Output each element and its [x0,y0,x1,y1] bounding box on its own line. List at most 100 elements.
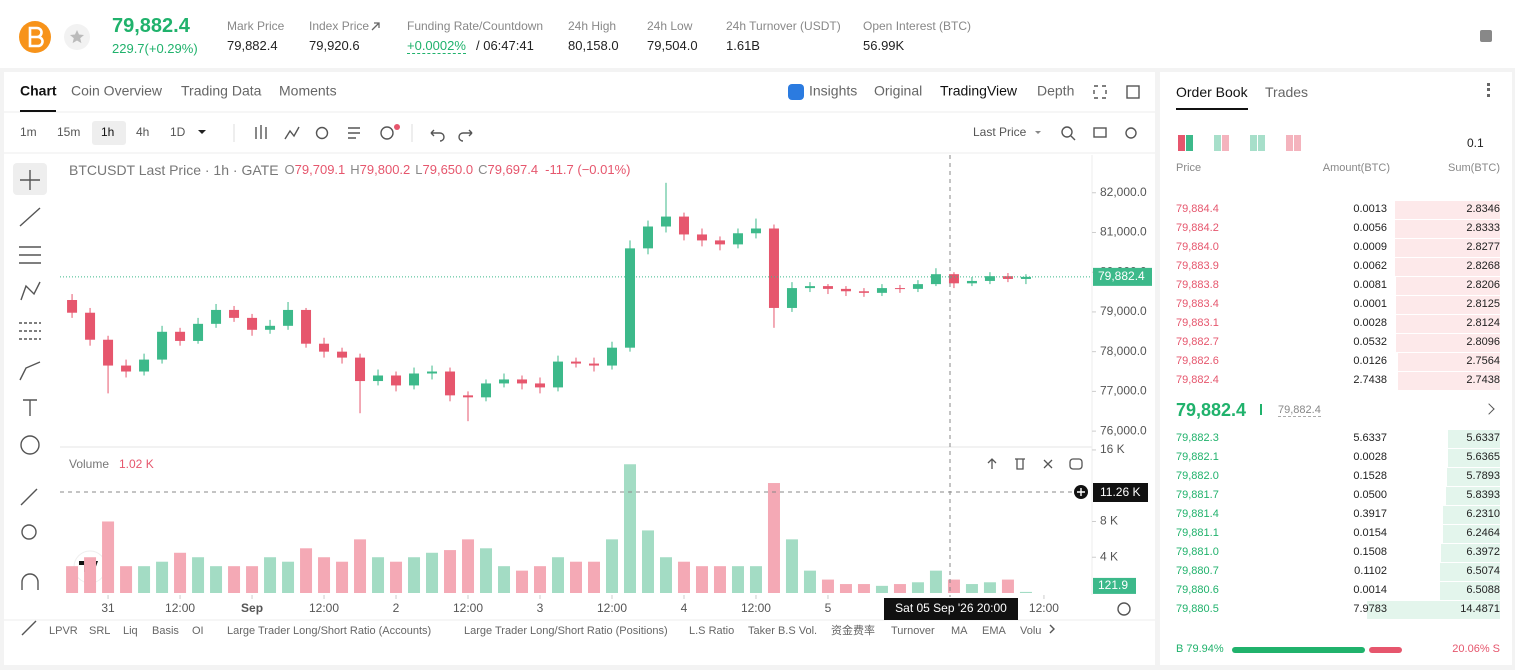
toolbar-icons[interactable] [255,125,1137,142]
ob-price[interactable]: 79,882.0 [1176,470,1219,482]
ob-view-icon[interactable] [1286,135,1293,151]
indicator-button[interactable]: EMA [982,625,1007,637]
interval[interactable]: 1h [101,125,114,139]
ob-menu[interactable] [1487,83,1494,97]
ob-price[interactable]: 79,880.6 [1176,584,1219,596]
indicator-button[interactable]: Turnover [891,625,935,637]
window-icon[interactable] [1126,85,1140,99]
volume-title: Volume [69,457,109,471]
candle-body [463,395,474,398]
candle-body [660,216,671,227]
chart-tab[interactable]: Trading Data [181,83,262,99]
view-tab[interactable]: Original [874,83,922,99]
indicator-button[interactable]: MA [951,625,968,637]
ob-tab[interactable]: Order Book [1176,84,1248,110]
depth-bar [1398,372,1500,390]
dropdown-arrow [198,130,206,134]
view-tab[interactable]: Depth [1037,83,1074,99]
depth-bar [1446,487,1500,505]
depth-bar [1446,468,1500,486]
ob-price[interactable]: 79,883.8 [1176,279,1219,291]
ob-price[interactable]: 79,882.1 [1176,451,1219,463]
interval[interactable]: 1m [20,125,37,139]
notice-dot [394,124,400,130]
pane-buttons[interactable] [987,458,1083,470]
ob-price[interactable]: 79,881.4 [1176,508,1219,520]
ob-price[interactable]: 79,881.1 [1176,527,1219,539]
candle-body [247,317,258,330]
crosshair-x-label: Sat 05 Sep '26 20:00 [895,601,1007,615]
ob-price[interactable]: 79,880.5 [1176,603,1219,615]
volume-bar [803,570,816,593]
indicator-button[interactable]: Large Trader Long/Short Ratio (Positions… [464,625,668,637]
ob-sum: 6.5074 [1466,565,1500,577]
ob-price[interactable]: 79,884.4 [1176,203,1219,215]
candle-body [193,323,204,341]
chart-tab[interactable]: Coin Overview [71,83,163,99]
ob-price[interactable]: 79,882.4 [1176,374,1219,386]
y-tick-label: 77,000.0 [1100,384,1147,398]
y-tick-label: 78,000.0 [1100,344,1147,358]
ratio-sell-bar [1368,647,1402,653]
indicator-button[interactable]: Taker B.S Vol. [748,625,817,637]
volume-bar [156,561,169,593]
volume-bar [390,561,403,593]
ob-view-icon[interactable] [1258,135,1265,151]
indicator-button[interactable]: Large Trader Long/Short Ratio (Accounts) [227,625,431,637]
drawing-tools[interactable] [19,170,41,636]
indicator-button[interactable]: OI [192,625,204,637]
ob-view-icon[interactable] [1294,135,1301,151]
indicator-button[interactable]: 资金费率 [831,623,875,637]
fullscreen-icon[interactable] [1093,85,1107,99]
ob-price[interactable]: 79,882.3 [1176,432,1219,444]
ob-price[interactable]: 79,881.0 [1176,546,1219,558]
indicator-button[interactable]: Volu [1020,625,1041,637]
ob-view-icon[interactable] [1222,135,1229,151]
scroll-arrow[interactable] [1049,624,1055,634]
ob-price[interactable]: 79,880.7 [1176,565,1219,577]
ob-price[interactable]: 79,882.7 [1176,336,1219,348]
interval[interactable]: 15m [57,125,80,139]
ob-price[interactable]: 79,883.4 [1176,298,1219,310]
volume-tick-label: 16 K [1100,442,1125,456]
stat-label: Index Price [309,19,370,33]
ob-view-icon[interactable] [1186,135,1193,151]
depth-bar [1367,601,1500,619]
interval[interactable]: 1D [170,125,186,139]
chart-tab[interactable]: Chart [20,83,57,99]
indicator-button[interactable]: Liq [123,625,138,637]
ob-view-icon[interactable] [1250,135,1257,151]
volume-bar [587,561,600,593]
ob-view-icon[interactable] [1214,135,1221,151]
candle-body [1020,276,1031,279]
candle-body [786,288,797,308]
ob-tab[interactable]: Trades [1265,84,1309,100]
ob-precision[interactable]: 0.1 [1467,136,1484,150]
chart-tab[interactable]: Moments [279,83,337,99]
ob-price[interactable]: 79,884.0 [1176,241,1219,253]
candle-body [984,276,995,281]
view-tab[interactable]: Insights [809,83,857,99]
price-type[interactable]: Last Price [973,125,1027,139]
ob-view-icon[interactable] [1178,135,1185,151]
depth-bar [1395,334,1500,352]
header-icon[interactable] [1480,30,1492,42]
view-tab[interactable]: TradingView [940,83,1018,99]
ob-price[interactable]: 79,883.1 [1176,317,1219,329]
depth-bar [1448,449,1500,467]
ob-price[interactable]: 79,883.9 [1176,260,1219,272]
ob-amount: 0.0001 [1353,298,1387,310]
interval[interactable]: 4h [136,125,149,139]
ob-amount: 0.0028 [1353,451,1387,463]
volume-bar [983,582,996,593]
indicator-button[interactable]: SRL [89,625,110,637]
ob-price[interactable]: 79,882.6 [1176,355,1219,367]
indicator-button[interactable]: LPVR [49,625,78,637]
settings-icon[interactable] [1117,602,1131,616]
indicator-button[interactable]: L.S Ratio [689,625,734,637]
ob-price[interactable]: 79,884.2 [1176,222,1219,234]
candle-body [391,375,402,386]
indicator-button[interactable]: Basis [152,625,179,637]
candle-body [876,288,887,293]
ob-price[interactable]: 79,881.7 [1176,489,1219,501]
